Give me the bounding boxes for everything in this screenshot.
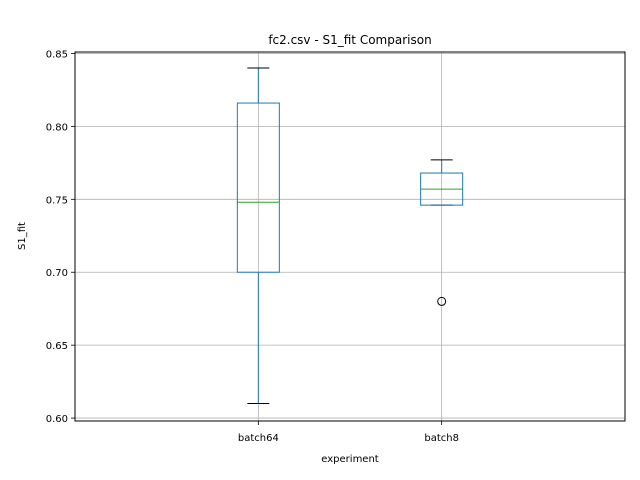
x-tick-label: batch64 <box>238 433 279 444</box>
outlier-point <box>437 296 447 306</box>
grid-lines <box>75 52 625 421</box>
chart-title: fc2.csv - S1_fit Comparison <box>268 33 431 47</box>
boxes-layer <box>236 67 464 404</box>
y-tick-label: 0.85 <box>46 49 68 60</box>
y-tick-label: 0.80 <box>46 122 68 133</box>
y-tick-label: 0.70 <box>46 268 68 279</box>
y-axis-ticks: 0.60 0.65 0.70 0.75 0.80 0.85 <box>46 49 75 425</box>
y-tick-label: 0.60 <box>46 414 68 425</box>
y-tick-label: 0.65 <box>46 341 68 352</box>
x-axis-label: experiment <box>321 454 379 465</box>
y-axis-label: S1_fit <box>17 222 28 250</box>
x-tick-label: batch8 <box>424 433 459 444</box>
box-batch8 <box>420 159 464 306</box>
box-iqr <box>236 102 280 273</box>
box-batch64 <box>236 67 280 404</box>
y-tick-label: 0.75 <box>46 195 68 206</box>
plot-frame <box>74 51 626 422</box>
x-axis-ticks: batch64 batch8 <box>238 421 459 444</box>
